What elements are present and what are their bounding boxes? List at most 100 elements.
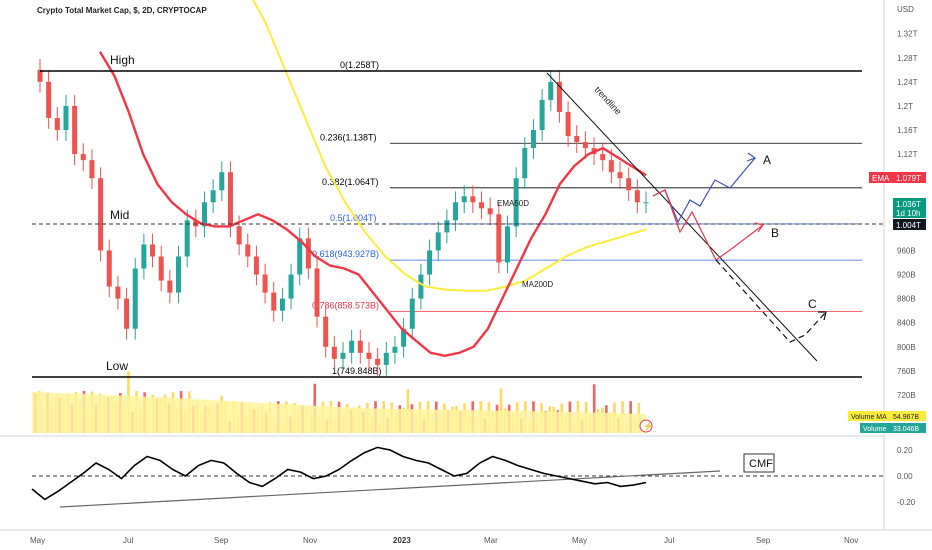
x-tick-label: Sep <box>214 536 229 545</box>
candle-body <box>349 340 355 353</box>
fib-level-label: 0.618(943.927B) <box>312 249 379 259</box>
candle-body <box>383 352 389 365</box>
candle-body <box>409 298 415 329</box>
fib-level-label: 0.382(1.064T) <box>322 177 379 187</box>
candle-body <box>366 352 372 359</box>
candle-body <box>522 148 528 179</box>
cmf-trendline <box>59 470 721 508</box>
candle-body <box>210 190 216 203</box>
candle-body <box>150 244 156 257</box>
candle-body <box>115 286 121 299</box>
candle-body <box>582 142 588 149</box>
fib-level-label: 0.5(1.004T) <box>330 213 377 223</box>
candle-body <box>487 208 493 215</box>
fibonacci-levels: 0(1.258T) 0.236(1.138T) 0.382(1.064T) 0.5(1… <box>312 60 862 376</box>
candle-body <box>176 256 182 293</box>
x-tick-label: Nov <box>303 536 317 545</box>
x-tick-label: 2023 <box>393 536 411 545</box>
mid-tag-bg <box>893 219 926 230</box>
candle-body <box>227 172 233 227</box>
fib-level-label: 0.786(858.573B) <box>312 301 379 311</box>
candle-body <box>193 220 199 227</box>
x-tick-label: Nov <box>844 536 858 545</box>
candle-body <box>340 352 346 359</box>
candle-body <box>617 172 623 179</box>
volume-ma-tag-label: Volume MA <box>851 414 887 421</box>
candle-body <box>548 81 554 100</box>
y-tick-label: 1.12T <box>897 150 918 159</box>
ema50-label: EMA50D <box>497 199 529 208</box>
low-label: Low <box>106 359 128 373</box>
candle-body <box>63 105 69 131</box>
x-tick-label: May <box>30 536 45 545</box>
candle-body <box>80 154 86 161</box>
volume-tag-value: 33.046B <box>893 426 919 433</box>
ema-tag-value-bg <box>893 172 926 183</box>
y-tick-label: 1.32T <box>897 30 918 39</box>
candle-body <box>323 316 329 347</box>
volume-ma-tag-value-bg <box>890 411 926 421</box>
candle-body <box>530 130 536 149</box>
cmf-tick-label: 0.00 <box>897 472 913 481</box>
candle-body <box>539 99 545 131</box>
y-tick-label: 1.28T <box>897 54 918 63</box>
candle-body <box>496 214 502 263</box>
candle-body <box>556 81 562 112</box>
candle-body <box>461 196 467 203</box>
candle-body <box>89 160 95 179</box>
y-tick-label: 760B <box>897 367 916 376</box>
volume-ma-area <box>32 392 646 433</box>
scenario-c-arrowhead <box>818 311 827 321</box>
volume-ma-tag-value: 54.967B <box>893 414 919 421</box>
candle-body <box>331 346 337 359</box>
candle-body <box>479 202 485 209</box>
candle-body <box>279 298 285 311</box>
price-tag-value: 1.036T <box>896 200 921 209</box>
dividends-icon-glyph: ⚡ <box>643 421 653 431</box>
candle-body <box>643 202 649 204</box>
candle-body <box>167 280 173 293</box>
price-tag-bg <box>893 198 926 218</box>
scenario-a-label: A <box>763 153 771 167</box>
chart-title: Crypto Total Market Cap, $, 2D, CRYPTOCA… <box>37 6 207 15</box>
candle-body <box>297 238 303 275</box>
candle-body <box>236 226 242 245</box>
candle-body <box>565 111 571 137</box>
candle-body <box>314 268 320 317</box>
candle-body <box>626 178 632 191</box>
candle-body <box>72 105 78 155</box>
y-tick-label: 1.16T <box>897 126 918 135</box>
candle-body <box>357 340 363 353</box>
high-label: High <box>110 53 135 67</box>
mid-tag-value: 1.004T <box>896 221 921 230</box>
cmf-tick-label: 0.20 <box>897 446 913 455</box>
candle-body <box>132 268 138 329</box>
y-tick-label: 1.24T <box>897 78 918 87</box>
x-tick-label: Jul <box>664 536 674 545</box>
x-axis-ticks: May Jul Sep Nov 2023 Mar May Jul Sep Nov <box>30 536 858 545</box>
candle-body <box>513 178 519 227</box>
y-tick-label: 1.2T <box>897 102 913 111</box>
scenario-a-arrowhead <box>746 152 757 162</box>
candle-body <box>375 358 381 365</box>
ema-tag-label: EMA <box>872 174 890 183</box>
ema-tag-value: 1.079T <box>896 174 921 183</box>
y-tick-label: 720B <box>897 391 916 400</box>
fib-level-label: 1(749.848B) <box>332 366 382 376</box>
candle-body <box>184 220 190 257</box>
candle-body <box>435 232 441 251</box>
candle-body <box>305 238 311 269</box>
cmf-label-box <box>743 453 775 473</box>
cmf-axis-ticks: 0.20 0.00 -0.20 <box>897 446 916 507</box>
cmf-tick-label: -0.20 <box>897 498 916 507</box>
currency-label: USD <box>897 5 914 14</box>
trendline <box>546 72 818 362</box>
y-tick-label: 800B <box>897 343 916 352</box>
dividends-icon[interactable] <box>639 419 653 433</box>
cmf-line <box>31 446 647 501</box>
candle-body <box>158 256 164 281</box>
price-tag-countdown: 1d 10h <box>896 209 920 218</box>
y-tick-label: 920B <box>897 271 916 280</box>
candle-body <box>444 220 450 233</box>
